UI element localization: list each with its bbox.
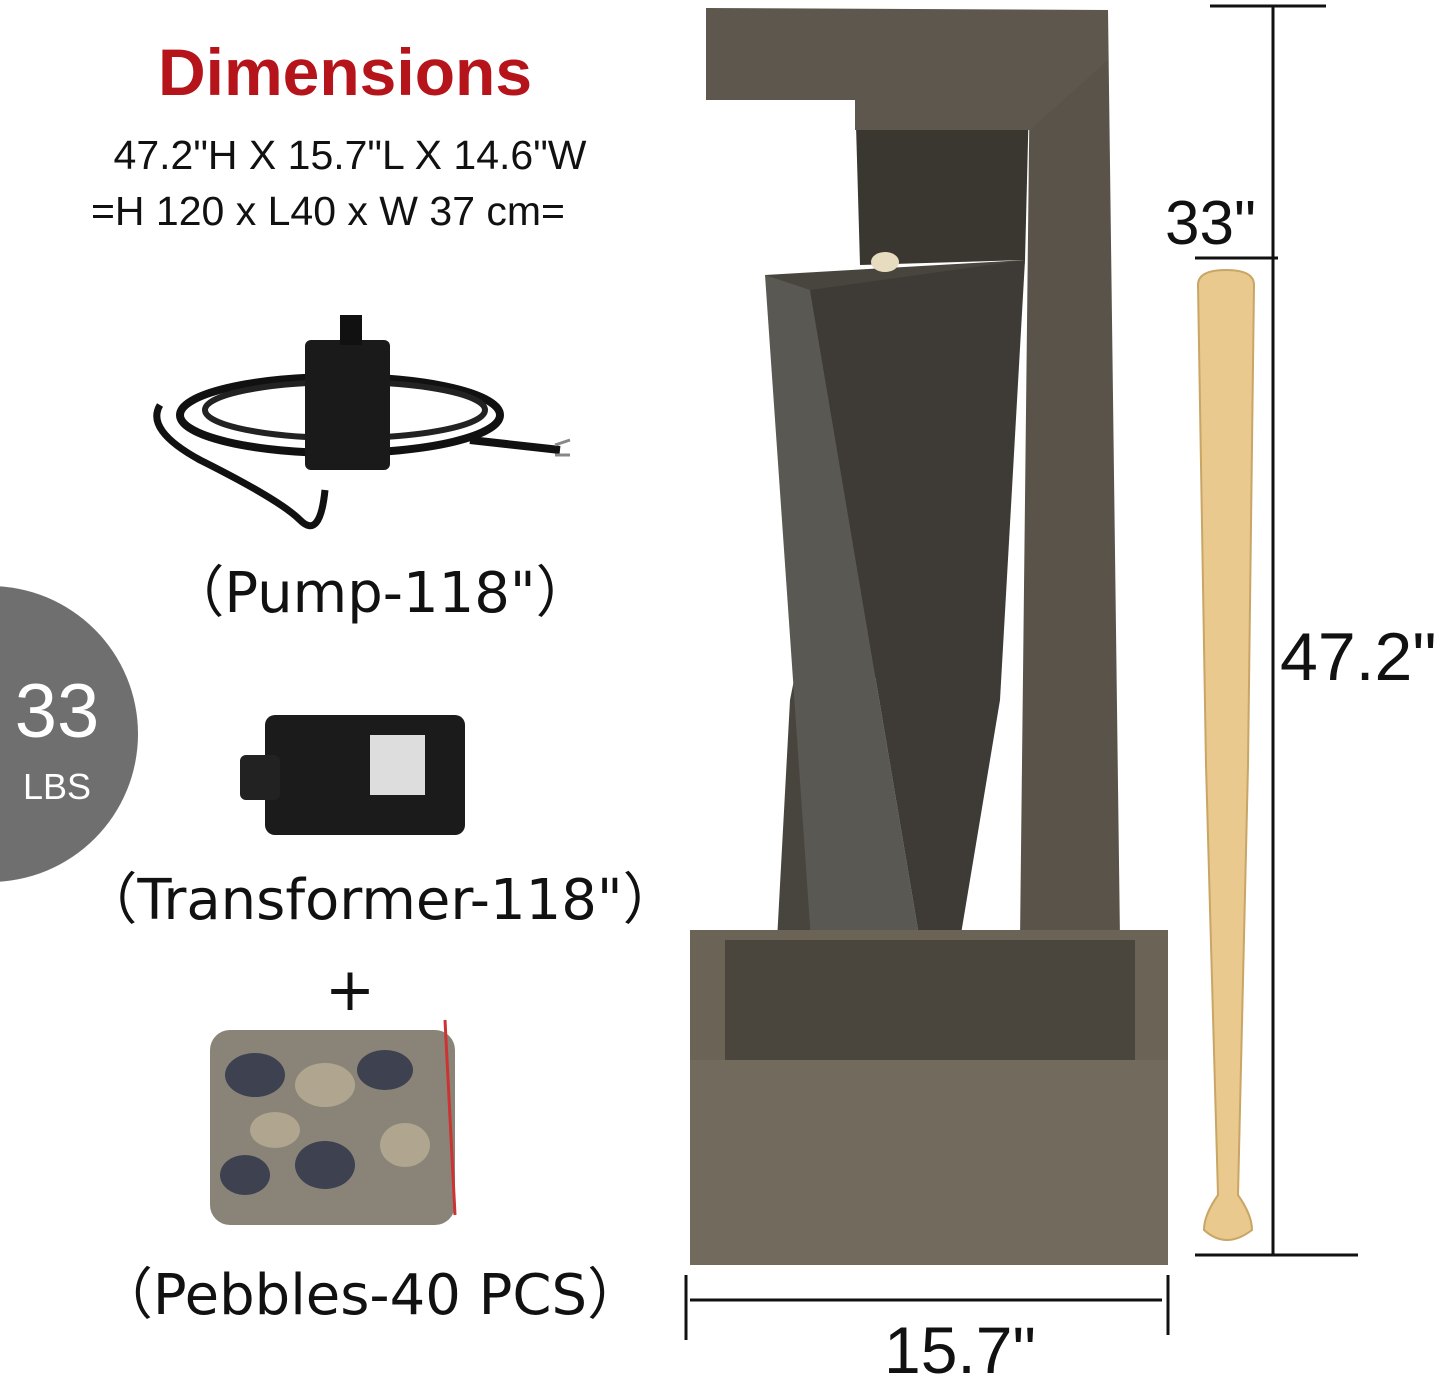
fountain-image: [690, 8, 1168, 1265]
bat-height-label: 33": [1165, 189, 1256, 258]
plus-sign: +: [324, 955, 376, 1025]
pebbles-label: （Pebbles-40 PCS）: [96, 1263, 644, 1328]
pebbles-bag-image: [210, 1019, 457, 1225]
pump-label: （Pump-118"）: [168, 561, 592, 626]
fountain-height-label: 47.2": [1280, 619, 1437, 695]
pump-image: [153, 315, 571, 530]
baseball-bat-image: [1196, 268, 1256, 1241]
weight-unit: LBS: [22, 766, 92, 807]
fountain-width-label: 15.7": [884, 1313, 1036, 1381]
dimensions-cm: =H 120 x L40 x W 37 cm=: [90, 188, 565, 234]
transformer-label: （Transformer-118"）: [81, 868, 679, 933]
dimensions-inches: 47.2"H X 15.7"L X 14.6"W: [113, 132, 587, 178]
weight-value: 33: [14, 669, 100, 754]
transformer-image: [240, 715, 465, 835]
dimensions-heading: Dimensions: [157, 35, 533, 109]
